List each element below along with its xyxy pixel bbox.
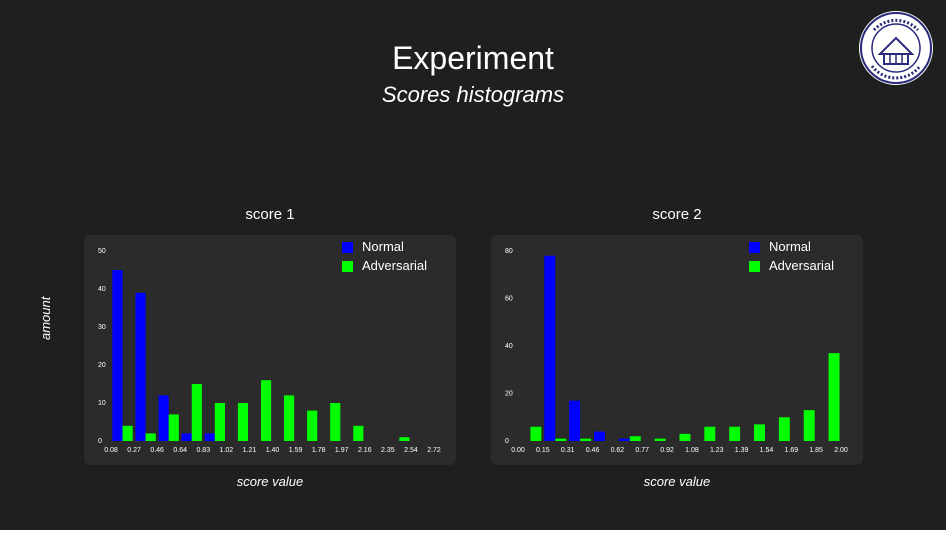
chart-2-title: score 2 — [652, 206, 702, 223]
x-tick-label: 0.15 — [536, 447, 550, 454]
x-tick-label: 0.27 — [127, 447, 141, 454]
bar-normal — [569, 400, 581, 441]
bar-adversarial — [704, 426, 716, 441]
legend-label-adversarial: Adversarial — [769, 258, 834, 273]
bar-adversarial — [168, 414, 179, 441]
y-tick-label: 10 — [98, 400, 106, 407]
bar-adversarial — [122, 425, 133, 441]
chart-1-title: score 1 — [245, 206, 295, 223]
legend-swatch-normal — [342, 242, 353, 253]
university-logo-icon — [859, 11, 933, 85]
legend-label-adversarial: Adversarial — [362, 258, 427, 273]
bar-adversarial — [729, 426, 741, 441]
bar-normal — [135, 292, 146, 441]
bar-adversarial — [353, 425, 364, 441]
chart-1-x-axis-label: score value — [236, 474, 304, 489]
x-tick-label: 1.69 — [784, 447, 798, 454]
y-tick-label: 50 — [98, 248, 106, 255]
x-tick-label: 1.21 — [243, 447, 257, 454]
bar-adversarial — [629, 436, 641, 441]
x-tick-label: 0.92 — [660, 447, 674, 454]
bar-adversarial — [555, 438, 567, 441]
y-tick-label: 40 — [505, 343, 513, 350]
bar-normal — [158, 395, 169, 441]
bar-normal — [204, 433, 215, 441]
chart-score-1: 0 10 20 30 40 50 0.08 0.27 0.46 0.64 0.83 1.02 1.21 1… — [98, 239, 441, 454]
x-tick-label: 2.72 — [427, 447, 441, 454]
bar-adversarial — [399, 437, 410, 441]
bar-adversarial — [284, 395, 295, 441]
x-tick-label: 0.62 — [611, 447, 625, 454]
x-tick-label: 0.00 — [511, 447, 525, 454]
y-tick-label: 20 — [505, 391, 513, 398]
x-tick-label: 1.23 — [710, 447, 724, 454]
bar-normal — [181, 433, 192, 441]
x-tick-label: 1.40 — [266, 447, 280, 454]
bar-normal — [112, 270, 123, 441]
bar-adversarial — [778, 417, 790, 441]
chart-panel-score-2: 0 20 40 60 80 0.00 0.15 0.31 0.46 0.62 0.77 0.92 1.0… — [491, 235, 863, 465]
y-tick-label: 0 — [98, 438, 102, 445]
legend-label-normal: Normal — [362, 239, 404, 254]
chart-2-x-axis-label: score value — [643, 474, 711, 489]
bar-adversarial — [580, 438, 592, 441]
bar-adversarial — [828, 353, 840, 441]
x-tick-label: 1.59 — [289, 447, 303, 454]
x-tick-label: 2.00 — [834, 447, 848, 454]
x-tick-label: 0.08 — [104, 447, 118, 454]
bar-adversarial — [654, 438, 666, 441]
x-tick-label: 1.02 — [220, 447, 234, 454]
bar-adversarial — [330, 403, 341, 441]
bar-adversarial — [530, 426, 542, 441]
chart-panel-score-1: 0 10 20 30 40 50 0.08 0.27 0.46 0.64 0.83 1.02 1.21 1… — [84, 235, 456, 465]
legend-label-normal: Normal — [769, 239, 811, 254]
y-tick-label: 60 — [505, 296, 513, 303]
bar-adversarial — [214, 403, 225, 441]
x-tick-label: 1.78 — [312, 447, 326, 454]
x-tick-label: 0.46 — [586, 447, 600, 454]
y-tick-label: 30 — [98, 324, 106, 331]
bar-adversarial — [803, 410, 815, 441]
y-axis-label: amount — [38, 296, 53, 340]
y-tick-label: 0 — [505, 438, 509, 445]
slide-subtitle: Scores histograms — [381, 82, 565, 107]
x-tick-label: 0.64 — [173, 447, 187, 454]
x-tick-label: 2.35 — [381, 447, 395, 454]
x-tick-label: 1.54 — [760, 447, 774, 454]
bar-adversarial — [145, 433, 156, 441]
legend-swatch-normal — [749, 242, 760, 253]
y-tick-label: 40 — [98, 286, 106, 293]
chart-score-2: 0 20 40 60 80 0.00 0.15 0.31 0.46 0.62 0.77 0.92 1.0… — [505, 239, 848, 454]
legend-swatch-adversarial — [749, 261, 760, 272]
x-tick-label: 0.46 — [150, 447, 164, 454]
x-tick-label: 1.08 — [685, 447, 699, 454]
legend-swatch-adversarial — [342, 261, 353, 272]
bar-adversarial — [237, 403, 249, 441]
x-tick-label: 1.39 — [735, 447, 749, 454]
bar-normal — [544, 255, 556, 441]
x-tick-label: 1.85 — [809, 447, 823, 454]
x-tick-label: 2.16 — [358, 447, 372, 454]
bar-adversarial — [754, 424, 765, 441]
x-tick-label: 0.83 — [196, 447, 210, 454]
y-tick-label: 80 — [505, 248, 513, 255]
x-tick-label: 0.77 — [635, 447, 649, 454]
bar-adversarial — [260, 380, 272, 441]
bar-normal — [618, 438, 630, 441]
bar-normal — [594, 431, 605, 441]
x-tick-label: 1.97 — [335, 447, 349, 454]
slide-title: Experiment — [392, 40, 554, 76]
bar-adversarial — [191, 384, 202, 441]
bar-adversarial — [307, 410, 318, 441]
x-tick-label: 0.31 — [561, 447, 575, 454]
y-tick-label: 20 — [98, 362, 106, 369]
x-tick-label: 2.54 — [404, 447, 418, 454]
bar-adversarial — [679, 433, 691, 441]
